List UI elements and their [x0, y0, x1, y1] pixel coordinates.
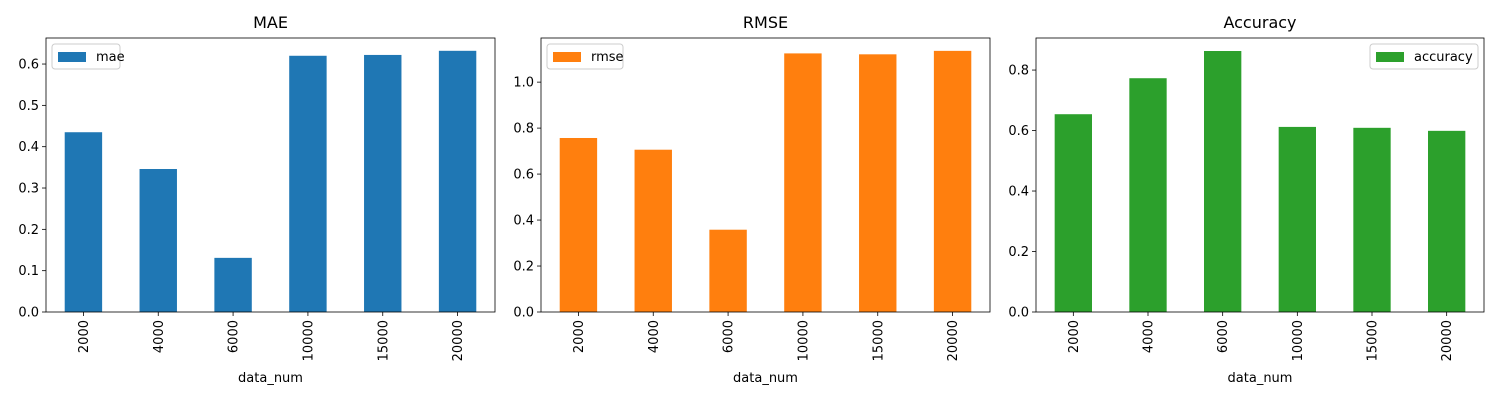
- x-tick-label: 10000: [796, 320, 811, 361]
- bar-20000: [438, 50, 477, 312]
- y-tick-label: 0.1: [18, 264, 39, 279]
- y-tick-label: 0.8: [1008, 64, 1029, 79]
- legend-label: accuracy: [1414, 50, 1473, 65]
- legend: accuracy: [1369, 43, 1479, 70]
- legend-box: [1369, 43, 1479, 70]
- y-tick-label: 0.4: [513, 214, 534, 229]
- y-tick-label: 0.6: [513, 168, 534, 183]
- x-tick-label: 15000: [1366, 320, 1381, 361]
- chart-panel-1: 0.0 0.2 0.4 0.6 0.8 1.0 2000 4000 6000 10000 15000…: [513, 13, 991, 386]
- y-tick-label: 0.4: [1008, 185, 1029, 200]
- bar-15000: [1353, 127, 1391, 312]
- y-tick-label: 0.0: [513, 306, 534, 321]
- x-tick-label: 6000: [227, 320, 242, 353]
- bar-6000: [1204, 51, 1242, 312]
- x-tick-label: 20000: [946, 320, 961, 361]
- bar-10000: [289, 55, 327, 312]
- legend-swatch: [58, 52, 86, 62]
- legend: mae: [51, 43, 125, 70]
- bar-2000: [1054, 114, 1092, 313]
- chart-title: RMSE: [743, 13, 788, 32]
- x-tick-label: 4000: [1142, 320, 1157, 353]
- legend-label: rmse: [591, 50, 624, 65]
- legend-swatch: [1376, 52, 1404, 62]
- plot-frame: [540, 37, 991, 313]
- plot-frame: [1035, 37, 1485, 313]
- legend-label: mae: [96, 50, 125, 65]
- x-tick-label: 2000: [1067, 320, 1082, 353]
- x-tick-label: 6000: [722, 320, 737, 353]
- x-tick-label: 20000: [451, 320, 466, 361]
- x-tick-label: 10000: [1291, 320, 1306, 361]
- x-axis-label: data_num: [1228, 371, 1293, 386]
- bar-2000: [64, 132, 103, 312]
- x-tick-label: 10000: [301, 320, 316, 361]
- x-tick-label: 15000: [871, 320, 886, 361]
- legend-box: [546, 43, 624, 70]
- chart-panel-0: 0.0 0.1 0.2 0.3 0.4 0.5 0.6 2000 4000 6000 10000 15…: [18, 13, 496, 386]
- x-tick-label: 6000: [1216, 320, 1231, 353]
- bar-6000: [709, 229, 747, 312]
- y-tick-label: 1.0: [513, 76, 534, 91]
- y-tick-label: 0.8: [513, 122, 534, 137]
- x-axis-label: data_num: [733, 371, 798, 386]
- y-tick-label: 0.5: [18, 99, 39, 114]
- x-tick-label: 2000: [77, 320, 92, 353]
- bar-4000: [139, 169, 177, 312]
- bar-10000: [1278, 126, 1316, 312]
- y-tick-label: 0.0: [18, 306, 39, 321]
- x-tick-label: 4000: [152, 320, 167, 353]
- x-tick-label: 20000: [1440, 320, 1455, 361]
- y-tick-label: 0.2: [1008, 245, 1029, 260]
- x-tick-label: 4000: [647, 320, 662, 353]
- bar-15000: [364, 54, 402, 313]
- chart-title: Accuracy: [1223, 13, 1296, 32]
- y-tick-label: 0.3: [18, 182, 39, 197]
- legend-swatch: [553, 52, 581, 62]
- y-tick-label: 0.6: [1008, 124, 1029, 139]
- bar-10000: [784, 53, 822, 313]
- bar-15000: [859, 54, 897, 313]
- y-tick-label: 0.6: [18, 58, 39, 73]
- y-tick-label: 0.4: [18, 140, 39, 155]
- legend: rmse: [546, 43, 624, 70]
- x-tick-label: 15000: [376, 320, 391, 361]
- bar-4000: [634, 149, 672, 312]
- bar-20000: [1428, 130, 1466, 312]
- y-tick-label: 0.0: [1008, 306, 1029, 321]
- y-tick-label: 0.2: [513, 260, 534, 275]
- bar-20000: [933, 50, 972, 312]
- chart-panel-2: 0.0 0.2 0.4 0.6 0.8 2000 4000 6000 10000 15000 200…: [1008, 13, 1485, 386]
- bar-2000: [559, 137, 598, 312]
- y-tick-label: 0.2: [18, 223, 39, 238]
- x-tick-label: 2000: [572, 320, 587, 353]
- bar-4000: [1129, 78, 1167, 312]
- plot-frame: [45, 37, 496, 313]
- x-axis-label: data_num: [238, 371, 303, 386]
- chart-title: MAE: [253, 13, 288, 32]
- bar-6000: [214, 257, 252, 312]
